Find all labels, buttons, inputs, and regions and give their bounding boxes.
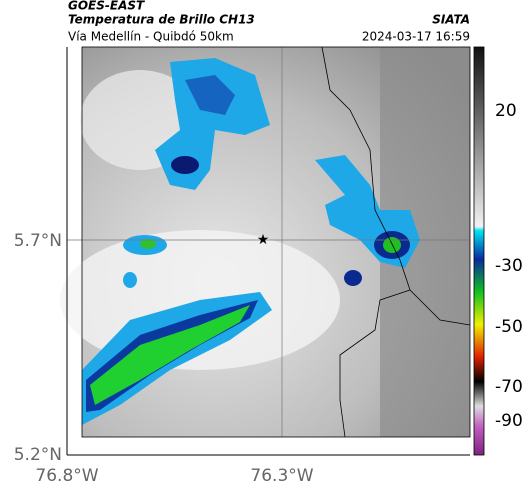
timestamp: 2024-03-17 16:59 [362, 30, 470, 44]
source: GOES-EAST [68, 0, 145, 13]
org: SIATA [432, 13, 470, 27]
lon-label: 76.3°W [250, 466, 313, 486]
lat-label: 5.2°N [14, 445, 62, 465]
colorbar-tick: -70 [495, 377, 523, 397]
colorbar-tick: 20 [495, 101, 517, 121]
colorbar-tick: -30 [495, 256, 523, 276]
subtitle: Vía Medellín - Quibdó 50km [68, 30, 234, 44]
colorbar-tick: -50 [495, 317, 523, 337]
svg-text:★: ★ [257, 232, 270, 248]
colorbar [473, 46, 485, 456]
lat-label: 5.7°N [14, 231, 62, 251]
lon-label: 76.8°W [35, 466, 98, 486]
satellite-image: ★ [60, 46, 471, 438]
colorbar-tick: -90 [495, 411, 523, 431]
title: Temperatura de Brillo CH13 [68, 13, 255, 27]
